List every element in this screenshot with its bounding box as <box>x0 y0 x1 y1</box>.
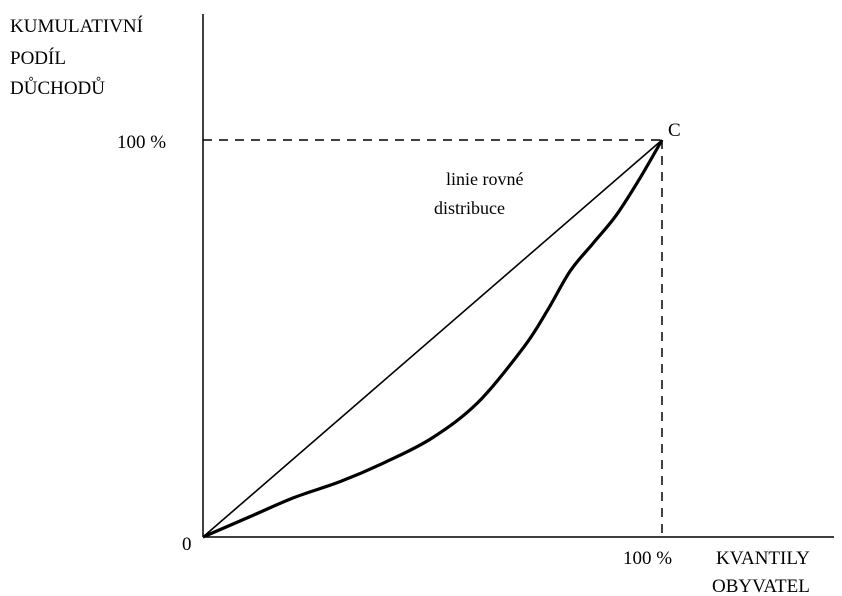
y-axis-title-line-1: KUMULATIVNÍ <box>10 15 143 37</box>
y-axis-title-line-2: PODÍL <box>10 47 66 69</box>
x-axis-title-line-2: OBYVATEL <box>712 576 810 596</box>
equality-line <box>202 139 663 538</box>
y-tick-label-100: 100 % <box>117 132 166 153</box>
origin-label: 0 <box>182 534 192 555</box>
lorenz-curve <box>202 139 664 539</box>
y-axis-title-line-3: DŮCHODŮ <box>10 77 105 99</box>
point-c-label: C <box>668 120 681 141</box>
x-tick-label-100: 100 % <box>623 548 672 569</box>
equality-line-label-line-1: linie rovné <box>446 169 523 189</box>
equality-line-label-line-2: distribuce <box>434 198 505 218</box>
x-axis-title-line-1: KVANTILY <box>716 548 810 569</box>
